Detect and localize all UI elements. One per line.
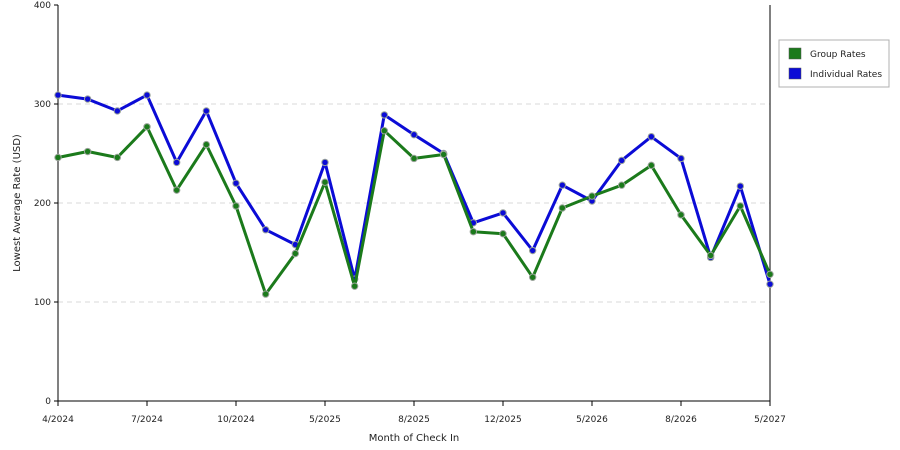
individual-rates-point (321, 158, 329, 167)
group-rates-point (172, 186, 181, 194)
legend: Group Rates Individual Rates (778, 39, 890, 88)
legend-label-group-rates: Group Rates (810, 50, 866, 60)
group-rates-point (677, 211, 685, 219)
y-tick-label: 0 (45, 397, 51, 407)
legend-label-individual-rates: Individual Rates (810, 70, 882, 80)
individual-rates-point (113, 107, 122, 115)
x-tick-label: 5/2026 (576, 415, 608, 425)
group-rates-point (647, 161, 656, 170)
individual-rates-point (528, 246, 537, 255)
group-rates-point (558, 204, 567, 212)
individual-rates-point (677, 154, 685, 163)
group-rates-point (113, 153, 122, 162)
individual-rates-point (647, 132, 656, 141)
group-rates-point (766, 270, 774, 278)
individual-rates-point (499, 209, 507, 217)
group-rates-point (439, 150, 448, 159)
group-rates-point (202, 140, 211, 149)
x-tick-label: 8/2025 (398, 415, 430, 425)
group-rates-point (499, 229, 507, 238)
x-tick-label: 5/2027 (754, 415, 786, 425)
group-rates-point (469, 228, 478, 236)
group-rates-point (706, 251, 715, 260)
group-rates-point (350, 282, 359, 290)
individual-rates-point (380, 111, 389, 119)
group-rates-point (54, 153, 62, 162)
group-rates-point (143, 123, 151, 131)
group-rates-point (261, 290, 270, 298)
individual-rates-point (143, 91, 151, 99)
group-rates-point (380, 127, 389, 135)
y-tick-label: 400 (34, 1, 51, 11)
group-rates-point (83, 147, 92, 156)
group-rates-point (617, 181, 626, 189)
group-rates-point (410, 154, 418, 163)
y-tick-label: 200 (34, 199, 51, 209)
legend-swatch-group-rates (788, 47, 802, 60)
group-rates-point (321, 178, 329, 186)
grid-lines (58, 103, 770, 303)
individual-rates-point (736, 182, 745, 190)
x-tick-label: 12/2025 (484, 415, 521, 425)
individual-rates-point (261, 226, 270, 234)
y-ticks: 0 100 200 300 400 (34, 1, 58, 407)
group-rates-point (736, 202, 745, 210)
group-rates-point (291, 249, 300, 258)
series-group (54, 91, 774, 298)
y-tick-label: 100 (34, 298, 51, 308)
x-tick-label: 10/2024 (217, 415, 255, 425)
group-rates-line (57, 125, 772, 296)
group-rates-point (588, 192, 596, 200)
x-axis-title: Month of Check In (369, 433, 460, 444)
individual-rates-point (83, 95, 92, 103)
individual-rates-point (54, 91, 62, 99)
y-tick-label: 300 (34, 100, 51, 110)
x-ticks: 4/2024 7/2024 10/2024 5/2025 8/2025 12/2025 5/… (42, 401, 786, 425)
legend-swatch-individual-rates (788, 67, 802, 80)
x-tick-label: 8/2026 (665, 415, 697, 425)
individual-rates-point (558, 181, 567, 189)
x-tick-label: 4/2024 (42, 415, 74, 425)
individual-rates-point (410, 130, 418, 139)
group-rates-point (232, 202, 240, 210)
individual-rates-point (766, 280, 774, 288)
individual-rates-point (202, 107, 211, 115)
x-tick-label: 5/2025 (309, 415, 341, 425)
group-rates-point (528, 273, 537, 281)
individual-rates-point (232, 179, 240, 187)
individual-rates-point (172, 158, 181, 167)
x-tick-label: 7/2024 (131, 415, 163, 425)
y-axis-title: Lowest Average Rate (USD) (12, 134, 23, 272)
individual-rates-line (57, 93, 772, 285)
individual-rates-point (617, 156, 626, 165)
